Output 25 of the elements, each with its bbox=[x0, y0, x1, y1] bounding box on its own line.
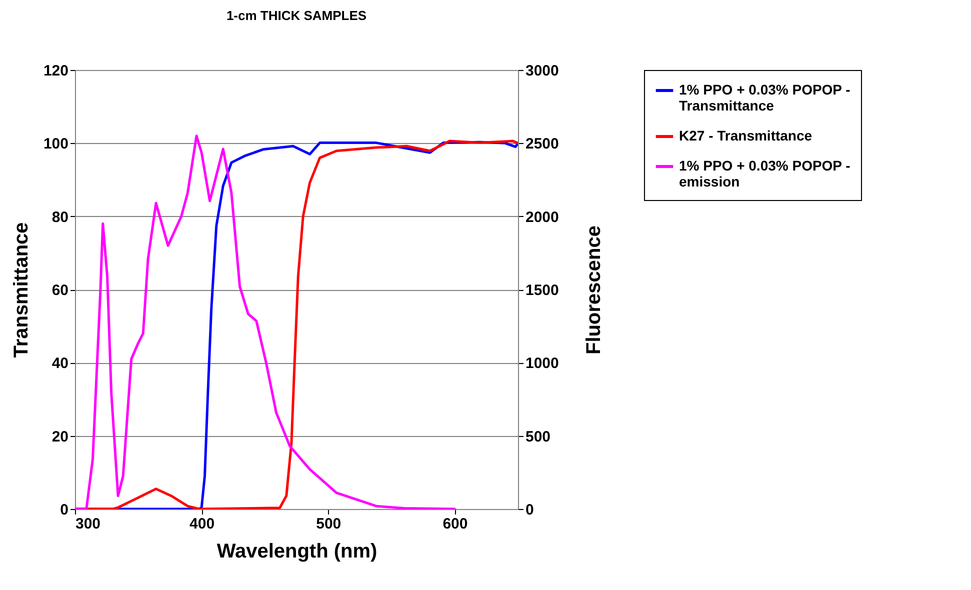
x-tick-label: 500 bbox=[316, 516, 342, 532]
legend-label: 1% PPO + 0.03% POPOP - emission bbox=[679, 158, 851, 190]
chart-title: 1-cm THICK SAMPLES bbox=[226, 8, 367, 23]
legend-label: K27 - Transmittance bbox=[679, 128, 812, 144]
legend-label: 1% PPO + 0.03% POPOP - Transmittance bbox=[679, 82, 851, 114]
x-tick-label: 400 bbox=[190, 516, 215, 532]
y2-tick-label: 2500 bbox=[526, 136, 559, 153]
y2-tick-label: 3000 bbox=[526, 62, 559, 80]
y-tick-label: 80 bbox=[52, 208, 68, 226]
y-tick-label: 100 bbox=[43, 136, 68, 153]
y-tick-label: 120 bbox=[43, 62, 68, 80]
y2-tick-label: 500 bbox=[526, 428, 551, 446]
y-axis-title: Transmittance bbox=[10, 222, 32, 358]
y2-axis-title: Fluorescence bbox=[582, 226, 605, 354]
y-tick-label: 60 bbox=[52, 282, 68, 299]
y2-tick-label: 1500 bbox=[526, 282, 559, 299]
x-tick-label: 600 bbox=[442, 516, 468, 532]
y2-tick-label: 0 bbox=[526, 502, 534, 518]
x-axis-title: Wavelength (nm) bbox=[216, 540, 378, 562]
y-tick-label: 0 bbox=[60, 502, 68, 518]
y2-tick-label: 1000 bbox=[526, 355, 559, 372]
y-tick-label: 20 bbox=[52, 428, 68, 446]
y-tick-label: 40 bbox=[52, 355, 68, 372]
x-tick-label: 300 bbox=[76, 516, 101, 532]
y2-tick-label: 2000 bbox=[526, 208, 559, 226]
